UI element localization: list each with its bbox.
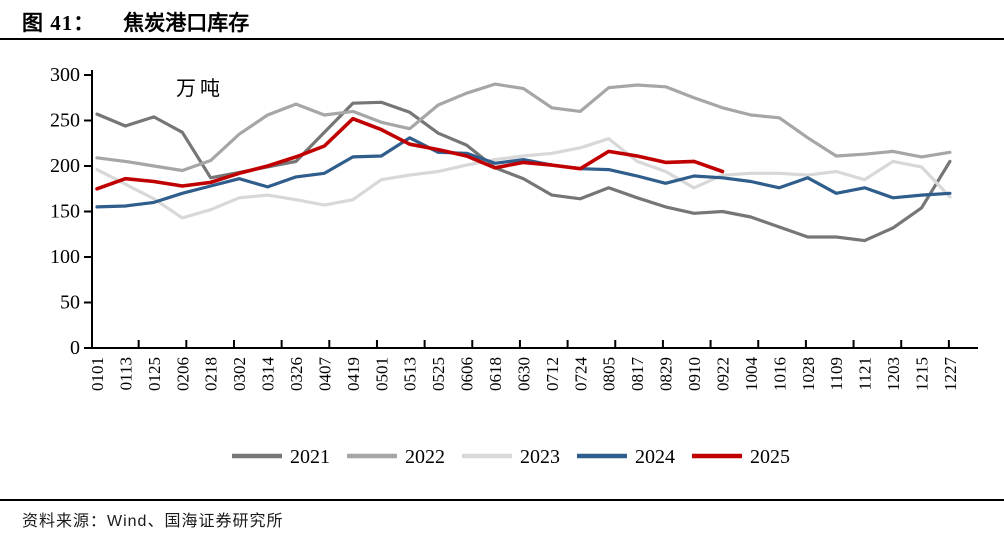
bottom-divider (0, 499, 1004, 501)
x-tick-label: 0712 (543, 357, 562, 391)
legend-label-2024: 2024 (635, 446, 675, 468)
legend-item-2024: 2024 (577, 446, 675, 468)
x-tick-label: 0314 (259, 357, 278, 392)
x-tick-label: 0922 (713, 357, 732, 391)
x-tick-label: 0218 (202, 357, 221, 391)
x-tick-label: 1215 (912, 357, 931, 391)
x-tick-label: 0817 (628, 357, 647, 392)
x-tick-label: 0302 (230, 357, 249, 391)
series-line-2021 (95, 100, 952, 243)
legend-label-2022: 2022 (405, 446, 445, 468)
x-tick-label: 0326 (287, 357, 306, 391)
x-tick-label: 1227 (941, 357, 960, 392)
x-tick-label: 0206 (173, 357, 192, 391)
figure-title: 焦炭港口库存 (123, 11, 250, 35)
x-tick-label: 0407 (315, 357, 334, 392)
y-axis-ticks: 0 50 100 150 200 250 300 万吨 (50, 64, 224, 359)
figure-number-label: 图 41： (22, 11, 96, 35)
x-tick-label: 0724 (571, 357, 590, 392)
inventory-line-chart: 0 50 100 150 200 250 300 万吨 0101 0113 0125 0206 021… (50, 64, 978, 468)
x-tick-label: 0513 (401, 357, 420, 391)
series-line-2022 (95, 82, 952, 173)
legend-label-2025: 2025 (750, 446, 790, 468)
x-tick-label: 0525 (429, 357, 448, 391)
y-tick-label: 50 (60, 292, 80, 314)
legend-item-2021: 2021 (232, 446, 330, 468)
x-axis-labels: 0101 0113 0125 0206 0218 0302 0314 0326 0407 0419… (88, 357, 960, 392)
legend-item-2022: 2022 (347, 446, 445, 468)
legend-item-2023: 2023 (462, 446, 560, 468)
figure-header: 图 41： 焦炭港口库存 (22, 7, 249, 37)
legend-label-2021: 2021 (290, 446, 330, 468)
x-tick-label: 0501 (372, 357, 391, 391)
x-tick-label: 1028 (799, 357, 818, 391)
y-tick-label: 150 (50, 201, 80, 223)
x-tick-label: 0829 (657, 357, 676, 391)
series-lines (95, 82, 952, 243)
y-tick-label: 0 (70, 337, 80, 359)
x-tick-label: 1004 (742, 357, 761, 392)
source-text: 资料来源：Wind、国海证券研究所 (22, 513, 284, 530)
x-tick-label: 0113 (116, 357, 135, 390)
chart-legend: 2021 2022 2023 2024 2025 (232, 446, 790, 468)
unit-label: 万吨 (176, 77, 224, 100)
series-line-2023 (95, 137, 952, 220)
title-divider (0, 38, 1004, 40)
y-tick-label: 300 (50, 64, 80, 86)
x-tick-label: 1203 (884, 357, 903, 391)
x-tick-label: 0606 (458, 357, 477, 391)
x-tick-label: 0101 (88, 357, 107, 391)
y-tick-label: 250 (50, 110, 80, 132)
x-tick-label: 0618 (486, 357, 505, 391)
x-tick-label: 0630 (514, 357, 533, 391)
x-tick-label: 0805 (600, 357, 619, 391)
legend-item-2025: 2025 (692, 446, 790, 468)
x-axis-ticks (137, 340, 950, 348)
y-tick-label: 200 (50, 155, 80, 177)
series-line-2024 (95, 136, 952, 209)
x-tick-label: 1109 (827, 357, 846, 390)
series-line-2025 (95, 116, 725, 191)
x-tick-label: 1121 (856, 357, 875, 390)
x-tick-label: 0125 (145, 357, 164, 391)
x-tick-label: 0419 (344, 357, 363, 391)
legend-label-2023: 2023 (520, 446, 560, 468)
y-tick-label: 100 (50, 246, 80, 268)
x-tick-label: 1016 (770, 357, 789, 391)
x-tick-label: 0910 (685, 357, 704, 391)
